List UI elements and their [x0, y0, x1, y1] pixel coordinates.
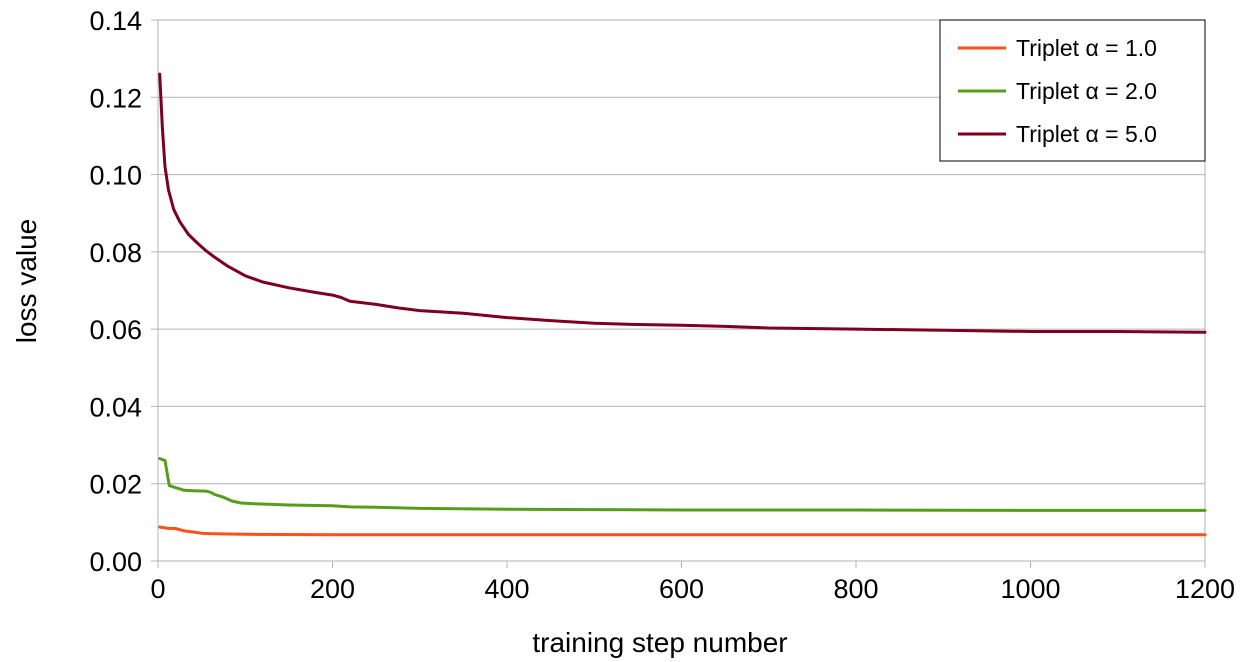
- y-tick-label: 0.10: [89, 161, 142, 191]
- x-tick-label: 0: [150, 574, 165, 604]
- x-tick-labels: 0 200 400 600 800 1000 1200: [150, 574, 1235, 604]
- y-tick-label: 0.12: [89, 83, 142, 113]
- x-axis-title: training step number: [532, 627, 787, 658]
- series-line: [158, 72, 1207, 334]
- series-lines: [158, 72, 1207, 537]
- y-tick-labels: 0.00 0.02 0.04 0.06 0.08 0.10 0.12 0.14: [89, 6, 142, 577]
- y-axis-title: loss value: [11, 219, 42, 344]
- legend: Triplet α = 1.0 Triplet α = 2.0 Triplet α …: [939, 19, 1206, 162]
- y-tick-label: 0.08: [89, 238, 142, 268]
- legend-label: Triplet α = 1.0: [1016, 35, 1157, 61]
- legend-label: Triplet α = 5.0: [1016, 121, 1157, 147]
- x-tick-label: 400: [484, 574, 529, 604]
- x-tick-label: 600: [659, 574, 704, 604]
- x-tick-label: 1200: [1175, 574, 1235, 604]
- y-tick-label: 0.14: [89, 6, 142, 36]
- y-tick-label: 0.04: [89, 392, 142, 422]
- x-tick-label: 800: [833, 574, 878, 604]
- x-tick-label: 200: [310, 574, 355, 604]
- y-tick-label: 0.00: [89, 547, 142, 577]
- series-line: [158, 457, 1207, 512]
- grid-lines: [151, 19, 1206, 568]
- series-line: [158, 525, 1207, 537]
- x-tick-label: 1000: [1000, 574, 1060, 604]
- y-tick-label: 0.06: [89, 315, 142, 345]
- y-tick-label: 0.02: [89, 470, 142, 500]
- legend-label: Triplet α = 2.0: [1016, 78, 1157, 104]
